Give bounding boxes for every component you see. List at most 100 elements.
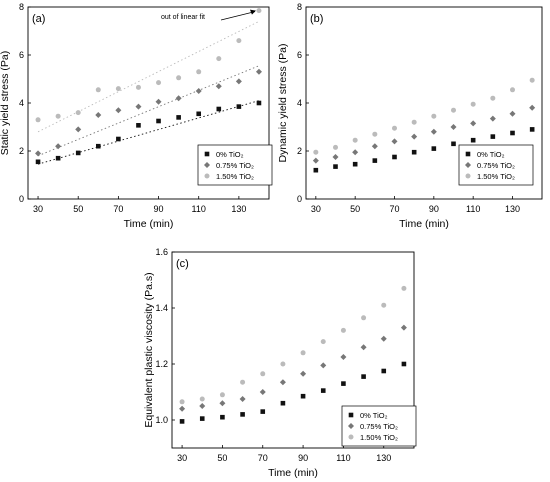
data-point (216, 106, 222, 112)
data-point (155, 98, 162, 105)
data-point (431, 113, 437, 119)
data-point (360, 344, 367, 351)
data-point (219, 400, 226, 407)
x-tick-label: 110 (336, 453, 350, 463)
y-tick-label: 4 (19, 98, 24, 108)
data-point (75, 126, 82, 133)
data-point (509, 110, 516, 117)
data-point (35, 117, 41, 123)
data-point (401, 361, 407, 367)
data-point (352, 137, 358, 143)
data-point (236, 38, 242, 44)
data-point (312, 157, 319, 164)
data-point (470, 120, 477, 127)
panel-label: (b) (310, 13, 323, 25)
data-point (215, 83, 222, 90)
data-point (470, 101, 476, 107)
data-point (313, 149, 319, 155)
y-tick-label: 1.4 (155, 303, 168, 313)
panel-1: (b) 30 50 70 90 110 130 0 2 4 6 8 Time (min) Dynamic … (277, 2, 543, 230)
data-point (220, 414, 225, 420)
x-axis-label: Time (min) (399, 218, 449, 230)
data-point (75, 110, 81, 116)
data-point (352, 161, 358, 167)
legend: 0% TiO₂ 0.75% TiO₂ 1.50% TiO₂ (458, 144, 534, 186)
data-point (470, 137, 476, 143)
data-point (361, 315, 367, 321)
data-point (259, 389, 266, 395)
data-point (352, 149, 359, 156)
series-2 (313, 77, 535, 155)
data-point (450, 124, 457, 130)
data-point (135, 84, 141, 90)
x-tick-label: 90 (298, 453, 308, 463)
x-axis-label: Time (min) (124, 218, 174, 230)
data-point (381, 368, 387, 374)
plot-frame (171, 251, 415, 449)
data-point (529, 104, 536, 111)
legend-marker-1 (465, 162, 471, 168)
data-point (235, 78, 242, 85)
data-point (300, 370, 307, 377)
y-axis-label: Static yield stress (Pa) (0, 51, 11, 155)
series-0 (313, 127, 535, 173)
data-point (219, 392, 225, 398)
data-point (95, 112, 102, 118)
series-1 (179, 324, 407, 412)
y-axis-label: Dynamic yield stress (Pa) (277, 43, 289, 162)
y-tick-label: 1.6 (155, 247, 168, 257)
x-tick-label: 130 (505, 204, 520, 214)
data-point (175, 95, 182, 102)
data-point (320, 362, 327, 369)
legend-entry: 0.75% TiO₂ (477, 161, 515, 170)
legend-marker-0 (348, 412, 354, 418)
data-point (300, 350, 306, 356)
x-tick-label: 70 (389, 204, 399, 214)
x-tick-label: 110 (192, 204, 206, 214)
x-tick-label: 70 (113, 204, 123, 214)
series-0 (35, 100, 262, 165)
data-point (116, 136, 121, 142)
data-point (280, 361, 286, 367)
series-2 (35, 8, 262, 123)
data-point (256, 100, 262, 106)
data-point (260, 371, 266, 377)
data-point (239, 396, 246, 402)
fit-line-1 (37, 65, 260, 157)
series-2 (179, 285, 407, 405)
data-point (55, 155, 61, 161)
data-point (391, 138, 398, 145)
y-tick-label: 1.2 (155, 359, 168, 369)
legend-entry: 0% TiO₂ (477, 150, 505, 159)
data-point (392, 154, 397, 160)
data-point (236, 104, 242, 109)
legend: 0% TiO₂ 0.75% TiO₂ 1.50% TiO₂ (197, 144, 273, 186)
data-point (401, 285, 407, 291)
data-point (156, 80, 162, 86)
data-point (95, 87, 101, 93)
data-point (256, 8, 262, 14)
legend-entry: 0% TiO₂ (360, 411, 388, 420)
x-tick-label: 50 (217, 453, 227, 463)
y-tick-label: 2 (297, 146, 302, 156)
data-point (115, 107, 122, 114)
legend-marker-1 (204, 162, 210, 168)
y-tick-label: 1.0 (155, 415, 168, 425)
data-point (260, 409, 266, 414)
x-tick-label: 130 (231, 204, 246, 214)
data-point (430, 128, 437, 135)
data-point (176, 75, 182, 81)
legend-entry: 1.50% TiO₂ (360, 433, 398, 442)
data-point (380, 335, 387, 342)
data-point (489, 115, 496, 122)
data-point (115, 86, 121, 92)
data-point (411, 119, 417, 125)
y-tick-label: 6 (297, 50, 302, 60)
data-point (240, 379, 246, 385)
x-tick-label: 70 (258, 453, 268, 463)
legend-marker-0 (204, 151, 210, 157)
x-tick-label: 50 (73, 204, 83, 214)
y-tick-label: 8 (297, 2, 302, 12)
data-point (179, 419, 185, 424)
x-tick-label: 90 (429, 204, 439, 214)
